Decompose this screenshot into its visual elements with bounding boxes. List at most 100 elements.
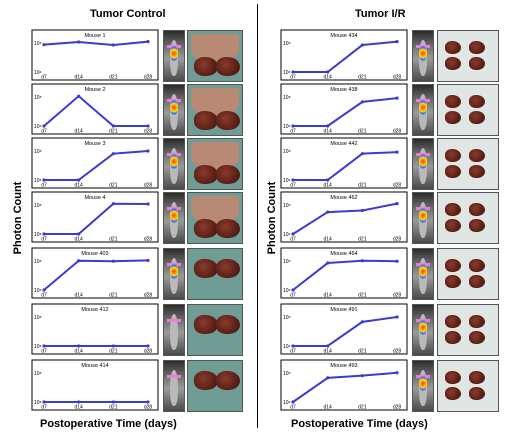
signal-spot xyxy=(170,153,178,170)
chart-title: Mouse 438 xyxy=(330,87,357,93)
organ-lobe xyxy=(469,95,486,108)
data-point xyxy=(146,202,150,206)
chart-frame xyxy=(280,359,408,411)
series-line xyxy=(292,202,398,235)
data-point xyxy=(111,43,115,47)
organ-lobe xyxy=(469,111,486,124)
y-tick-label: 10⁶ xyxy=(283,70,291,76)
data-point xyxy=(111,152,115,156)
organ-lobe xyxy=(194,219,219,239)
tissue-image xyxy=(437,30,499,82)
x-tick-label: d14 xyxy=(74,405,83,411)
chart-title: Mouse 464 xyxy=(330,251,357,257)
data-point xyxy=(360,208,364,213)
chart-frame xyxy=(280,247,408,299)
x-tick-label: d28 xyxy=(144,129,153,135)
chart-title: Mouse 493 xyxy=(330,363,357,369)
data-point xyxy=(360,374,364,378)
x-tick-label: d14 xyxy=(74,349,83,355)
bioluminescence-image xyxy=(412,192,434,244)
x-tick-label: d7 xyxy=(290,129,296,135)
organ-lobe xyxy=(194,165,219,185)
chart-title: Mouse 2 xyxy=(84,87,105,93)
series-line xyxy=(293,151,398,181)
data-point xyxy=(42,178,46,182)
signal-spot xyxy=(170,263,178,280)
data-point xyxy=(146,344,150,348)
y-tick-label: 10⁶ xyxy=(283,400,291,406)
y-tick-label: 10⁶ xyxy=(34,344,42,350)
organ-lobe xyxy=(445,275,462,288)
organ-lobe xyxy=(469,149,486,162)
chart-frame xyxy=(31,247,159,299)
x-tick-label: d7 xyxy=(41,75,47,81)
organ-lobe xyxy=(469,315,486,328)
chart-title: Mouse 434 xyxy=(330,33,357,39)
x-tick-label: d21 xyxy=(358,237,367,243)
y-tick-label: 10⁶ xyxy=(34,400,42,406)
x-tick-label: d14 xyxy=(74,183,83,189)
series-line xyxy=(43,40,149,47)
data-point xyxy=(360,100,364,104)
x-tick-label: d14 xyxy=(323,405,332,411)
x-tick-label: d21 xyxy=(109,293,118,299)
data-point xyxy=(326,70,330,74)
y-tick-label: 10⁸ xyxy=(283,41,291,47)
x-tick-label: d21 xyxy=(358,183,367,189)
organ-lobe xyxy=(469,371,486,384)
series-line xyxy=(43,259,149,291)
x-tick-label: d7 xyxy=(41,129,47,135)
data-point xyxy=(77,94,81,98)
tissue-image xyxy=(187,360,243,412)
organ-lobe xyxy=(216,165,241,185)
organ-lobe xyxy=(216,219,241,239)
x-tick-label: d7 xyxy=(41,293,47,299)
organ-lobe xyxy=(445,111,462,124)
signal-spot xyxy=(419,319,427,336)
data-point xyxy=(42,43,46,47)
data-point xyxy=(77,232,81,236)
signal-spot xyxy=(419,375,427,392)
y-tick-label: 10⁶ xyxy=(34,288,42,294)
x-tick-label: d7 xyxy=(41,349,47,355)
x-tick-label: d28 xyxy=(393,237,402,243)
data-point xyxy=(395,202,399,206)
tissue-image xyxy=(437,248,499,300)
organ-lobe xyxy=(469,259,486,272)
x-tick-label: d7 xyxy=(41,405,47,411)
series-line xyxy=(44,202,149,235)
x-tick-label: d21 xyxy=(358,75,367,81)
organ-lobe xyxy=(445,41,462,54)
data-point xyxy=(395,315,399,319)
chart-frame xyxy=(31,29,159,81)
data-point xyxy=(326,210,330,214)
x-tick-label: d7 xyxy=(290,293,296,299)
data-point xyxy=(291,288,295,292)
right-x-axis-label: Postoperative Time (days) xyxy=(291,418,428,430)
skin-flap xyxy=(190,87,240,115)
data-point xyxy=(77,259,81,263)
x-tick-label: d21 xyxy=(358,349,367,355)
x-tick-label: d21 xyxy=(358,129,367,135)
x-tick-label: d21 xyxy=(109,75,118,81)
organ-lobe xyxy=(194,371,219,391)
bioluminescence-image xyxy=(412,304,434,356)
data-point xyxy=(326,376,330,380)
x-tick-label: d21 xyxy=(109,349,118,355)
series-line xyxy=(44,150,149,181)
data-point xyxy=(146,40,150,44)
organ-lobe xyxy=(445,259,462,272)
x-tick-label: d14 xyxy=(323,75,332,81)
x-tick-label: d7 xyxy=(290,237,296,243)
data-point xyxy=(291,70,295,74)
data-point xyxy=(146,258,150,263)
x-tick-label: d28 xyxy=(393,129,402,135)
y-tick-label: 10⁶ xyxy=(283,344,291,350)
left-x-axis-label: Postoperative Time (days) xyxy=(40,418,177,430)
data-point xyxy=(360,259,364,263)
organ-lobe xyxy=(469,41,486,54)
organ-lobe xyxy=(216,259,241,279)
